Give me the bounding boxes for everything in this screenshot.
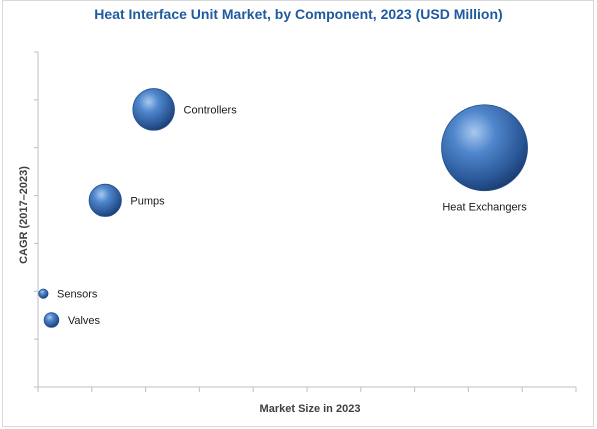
chart-title: Heat Interface Unit Market, by Component…: [94, 6, 503, 22]
bubble-pumps: [88, 183, 122, 217]
bubble-sensors: [38, 288, 49, 299]
bubble-label-controllers: Controllers: [184, 104, 238, 116]
bubble-valves: [43, 312, 60, 328]
bubble-label-sensors: Sensors: [57, 289, 98, 301]
bubble-label-heat-exchangers: Heat Exchangers: [442, 202, 527, 214]
bubble-label-pumps: Pumps: [130, 195, 165, 207]
bubble-label-valves: Valves: [68, 315, 101, 327]
bubble-heat-exchangers: [441, 104, 528, 192]
x-axis-label: Market Size in 2023: [259, 403, 361, 415]
bubble-controllers: [132, 88, 175, 131]
